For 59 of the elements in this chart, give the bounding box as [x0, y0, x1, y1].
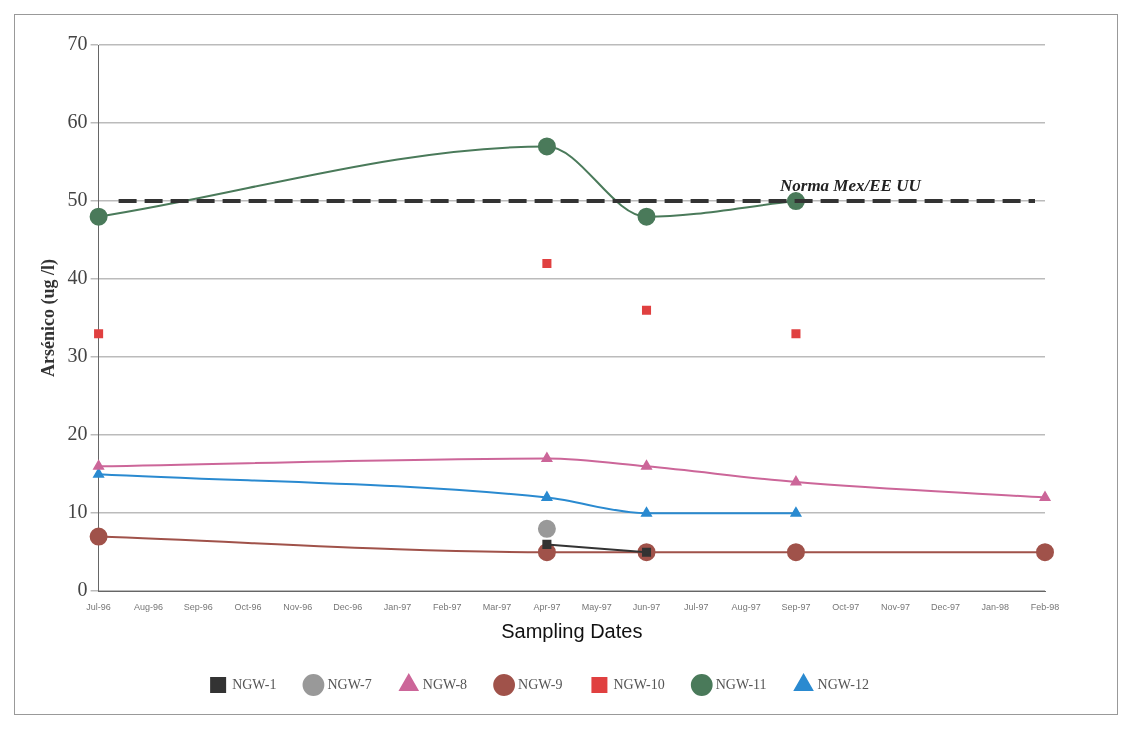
- x-tick-label: Jul-96: [86, 602, 111, 613]
- x-tick-label: Aug-97: [731, 602, 761, 613]
- point: [94, 329, 104, 339]
- y-tick-label: 10: [67, 500, 88, 523]
- x-tick-label: Jun-97: [632, 602, 661, 613]
- point: [1036, 543, 1054, 562]
- y-tick-label: 0: [77, 578, 88, 601]
- ref-line-label: Norma Mex/EE UU: [779, 175, 922, 195]
- x-tick-label: Nov-97: [881, 602, 911, 613]
- point: [89, 207, 108, 226]
- legend-label: NGW-1: [232, 676, 277, 692]
- x-tick-label: Dec-96: [333, 602, 363, 613]
- y-axis-title: Arsénico (ug /l): [38, 259, 60, 378]
- legend-label: NGW-12: [817, 676, 869, 692]
- legend-label: NGW-8: [422, 676, 468, 692]
- legend-label: NGW-7: [327, 676, 372, 692]
- x-tick-label: Jan-97: [383, 602, 412, 613]
- x-tick-label: May-97: [581, 602, 612, 613]
- point: [542, 539, 552, 549]
- x-tick-label: Sep-96: [183, 602, 213, 613]
- x-tick-label: Nov-96: [283, 602, 313, 613]
- point: [93, 460, 104, 470]
- x-tick-label: Oct-96: [234, 602, 262, 613]
- point: [537, 519, 556, 538]
- y-tick-label: 20: [67, 422, 88, 445]
- x-tick-label: Feb-98: [1030, 602, 1060, 613]
- point: [541, 452, 553, 463]
- y-tick-label: 30: [67, 344, 88, 367]
- point: [93, 468, 104, 478]
- x-tick-label: Apr-97: [533, 602, 561, 613]
- point: [541, 491, 553, 502]
- x-tick-label: Dec-97: [930, 602, 960, 613]
- point: [89, 527, 108, 546]
- point: [637, 207, 656, 226]
- y-tick-label: 50: [67, 188, 88, 211]
- x-axis-title: Sampling Dates: [501, 619, 643, 642]
- legend-label: NGW-10: [613, 676, 665, 692]
- point: [641, 460, 652, 470]
- y-tick-label: 60: [67, 110, 88, 133]
- point: [542, 258, 552, 269]
- point: [641, 507, 652, 517]
- point: [791, 329, 801, 339]
- x-tick-label: Aug-96: [133, 602, 163, 613]
- point: [1039, 491, 1051, 502]
- x-tick-label: Oct-97: [832, 602, 860, 613]
- point: [790, 475, 802, 486]
- y-tick-label: 70: [67, 32, 88, 55]
- x-tick-label: Jul-97: [684, 602, 709, 613]
- legend-label: NGW-11: [715, 676, 767, 692]
- point: [786, 543, 805, 562]
- x-tick-label: Jan-98: [981, 602, 1009, 613]
- x-tick-label: Sep-97: [781, 602, 811, 613]
- legend-label: NGW-9: [518, 676, 563, 692]
- point: [537, 137, 556, 156]
- x-tick-label: Mar-97: [482, 602, 512, 613]
- y-tick-label: 40: [67, 266, 88, 289]
- x-tick-label: Feb-97: [433, 602, 462, 613]
- point: [641, 305, 652, 315]
- point: [790, 507, 802, 517]
